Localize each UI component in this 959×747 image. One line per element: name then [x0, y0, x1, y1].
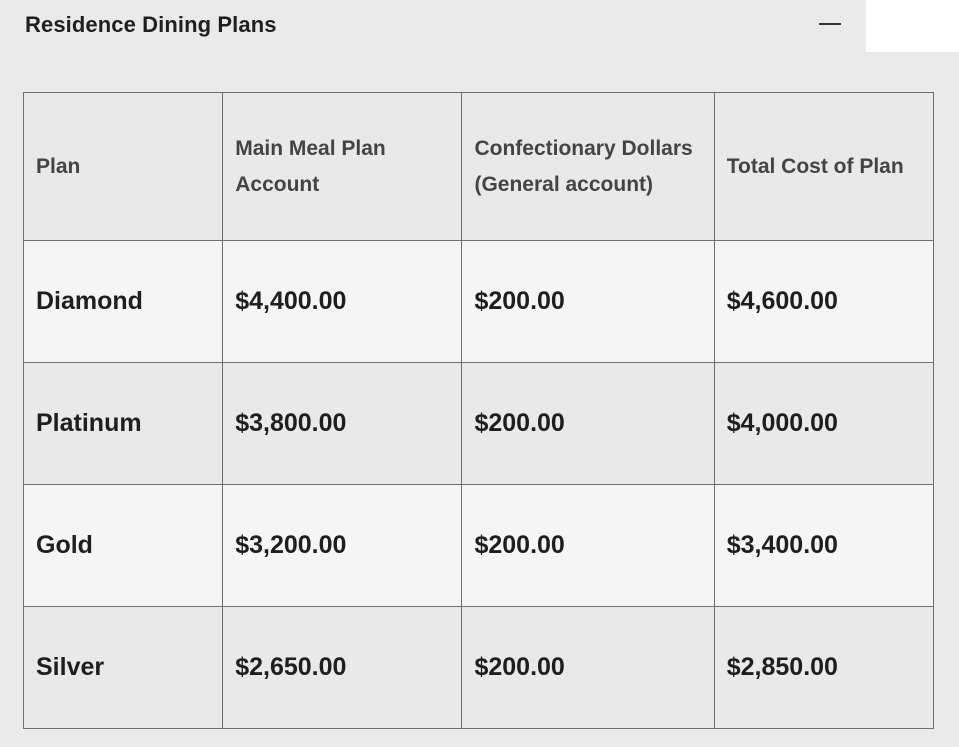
table-row: Silver $2,650.00 $200.00 $2,850.00 — [22, 606, 935, 729]
confectionary-cell: $200.00 — [461, 240, 715, 363]
total-cost-cell: $4,000.00 — [713, 362, 935, 485]
minus-icon — [819, 23, 841, 25]
plan-name-cell: Silver — [22, 606, 224, 729]
plan-name-cell: Platinum — [22, 362, 224, 485]
panel-title: Residence Dining Plans — [25, 12, 277, 37]
table-row: Gold $3,200.00 $200.00 $3,400.00 — [22, 484, 935, 607]
confectionary-cell: $200.00 — [461, 362, 715, 485]
column-header-total-cost: Total Cost of Plan — [713, 92, 935, 241]
total-cost-cell: $2,850.00 — [713, 606, 935, 729]
plan-name-cell: Gold — [22, 484, 224, 607]
main-meal-cell: $4,400.00 — [222, 240, 463, 363]
page-background-gap — [866, 0, 959, 52]
plan-name-cell: Diamond — [22, 240, 224, 363]
collapse-button[interactable] — [812, 6, 848, 42]
main-meal-cell: $2,650.00 — [222, 606, 463, 729]
main-meal-cell: $3,800.00 — [222, 362, 463, 485]
total-cost-cell: $4,600.00 — [713, 240, 935, 363]
table-header-row: Plan Main Meal Plan Account Confectionar… — [22, 92, 935, 241]
main-meal-cell: $3,200.00 — [222, 484, 463, 607]
column-header-confectionary: Confectionary Dollars (General account) — [461, 92, 715, 241]
dining-plans-table: Plan Main Meal Plan Account Confectionar… — [22, 92, 935, 729]
column-header-plan: Plan — [22, 92, 224, 241]
table-row: Platinum $3,800.00 $200.00 $4,000.00 — [22, 362, 935, 485]
confectionary-cell: $200.00 — [461, 484, 715, 607]
total-cost-cell: $3,400.00 — [713, 484, 935, 607]
confectionary-cell: $200.00 — [461, 606, 715, 729]
column-header-main-meal: Main Meal Plan Account — [222, 92, 463, 241]
table-row: Diamond $4,400.00 $200.00 $4,600.00 — [22, 240, 935, 363]
